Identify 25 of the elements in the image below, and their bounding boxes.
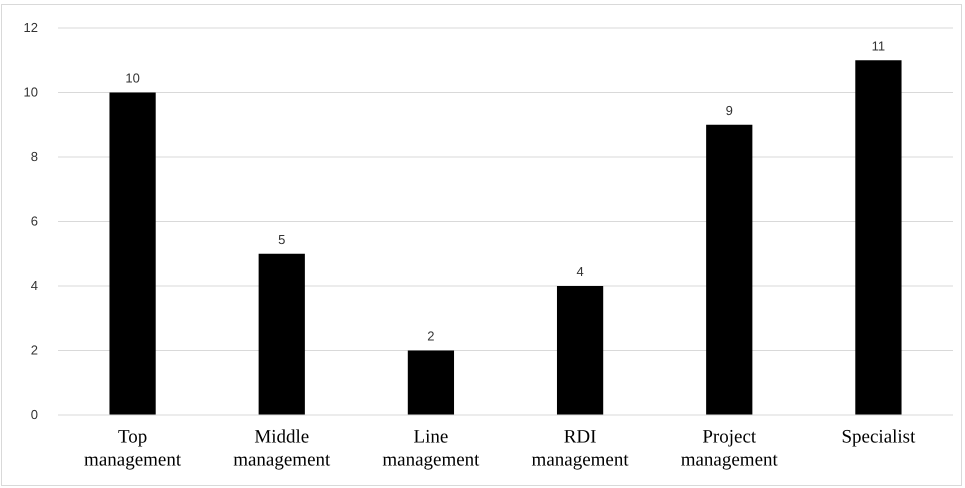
y-tick-label: 4 bbox=[30, 278, 38, 294]
x-tick-label: Top management bbox=[84, 426, 182, 470]
x-tick-label: Middle management bbox=[233, 426, 331, 470]
data-label: 5 bbox=[278, 232, 286, 247]
bar bbox=[706, 124, 752, 415]
x-tick-label: Line management bbox=[382, 426, 480, 470]
y-tick-label: 12 bbox=[24, 20, 38, 36]
y-tick-label: 6 bbox=[30, 214, 38, 229]
x-tick-label: Specialist bbox=[841, 426, 916, 448]
data-label: 4 bbox=[576, 264, 584, 279]
x-tick-label: RDI management bbox=[532, 426, 630, 470]
bar bbox=[556, 286, 604, 415]
y-tick-label: 10 bbox=[24, 84, 38, 100]
data-label: 11 bbox=[872, 38, 886, 54]
bar bbox=[855, 60, 902, 415]
y-tick-label: 8 bbox=[30, 149, 38, 164]
data-label: 9 bbox=[726, 102, 733, 118]
x-tick-label: Project management bbox=[680, 426, 778, 470]
bar bbox=[109, 92, 156, 415]
bar bbox=[408, 350, 454, 415]
data-label: 2 bbox=[427, 328, 435, 344]
y-tick-label: 0 bbox=[30, 407, 38, 422]
data-label: 10 bbox=[125, 70, 140, 86]
y-tick-label: 2 bbox=[30, 342, 38, 358]
bar bbox=[258, 254, 305, 415]
